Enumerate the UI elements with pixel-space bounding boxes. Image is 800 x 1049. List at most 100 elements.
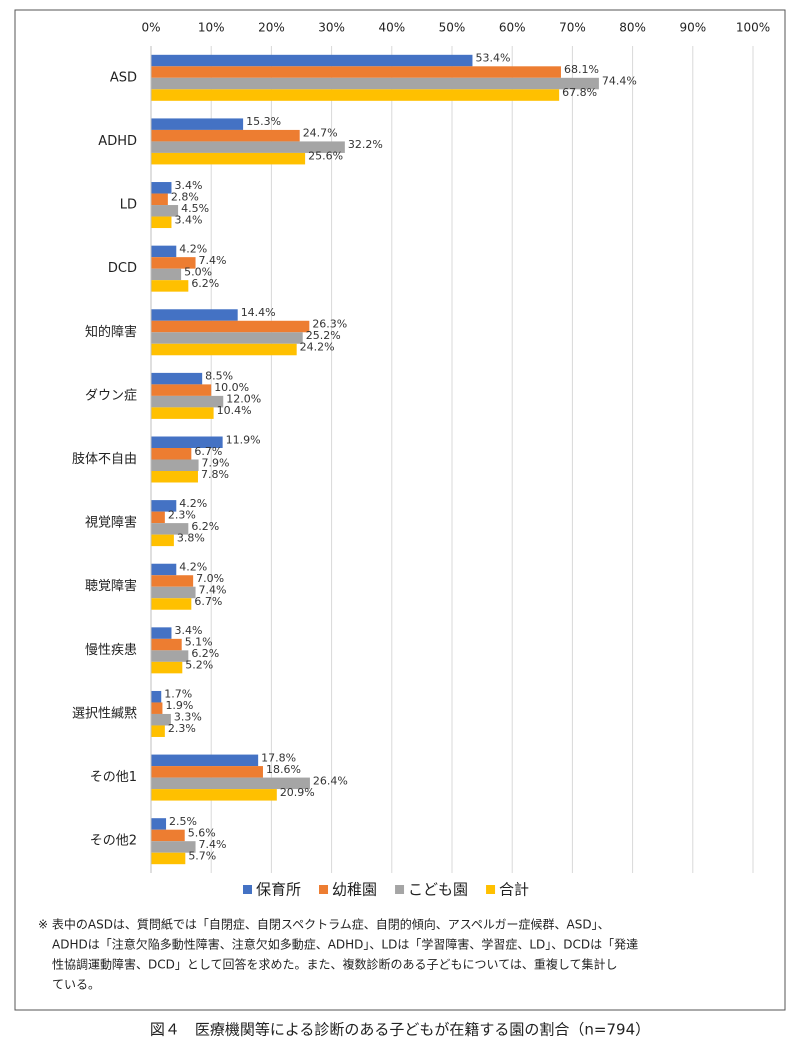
- value-label: 1.9%: [165, 699, 193, 712]
- x-tick-label: 50%: [439, 21, 466, 35]
- value-label: 32.2%: [348, 138, 383, 151]
- y-tick-label: 知的障害: [85, 324, 137, 340]
- value-label: 4.5%: [181, 202, 209, 215]
- bar: [151, 563, 177, 576]
- value-label: 2.8%: [171, 190, 199, 203]
- bar: [151, 54, 473, 67]
- y-tick-label: ADHD: [98, 134, 137, 149]
- y-tick-label: 視覚障害: [85, 515, 137, 531]
- value-label: 3.3%: [174, 711, 202, 724]
- bar: [151, 152, 306, 165]
- bar: [151, 638, 182, 651]
- bar: [151, 690, 162, 703]
- note-line: ※ 表中のASDは、質問紙では「自閉症、自閉スペクトラム症、自閉的傾向、アスペル…: [38, 917, 610, 932]
- y-tick-label: その他2: [90, 834, 137, 849]
- value-label: 3.8%: [177, 531, 205, 544]
- bar: [151, 586, 196, 599]
- value-label: 5.6%: [188, 826, 216, 839]
- x-tick-label: 100%: [736, 21, 770, 35]
- value-label: 53.4%: [475, 52, 510, 65]
- bar: [151, 407, 214, 419]
- legend-label: 幼稚園: [332, 881, 377, 899]
- value-label: 4.2%: [179, 242, 207, 255]
- value-label: 10.0%: [214, 381, 249, 394]
- value-label: 68.1%: [564, 63, 599, 76]
- bar: [151, 141, 345, 153]
- x-tick-label: 40%: [378, 21, 405, 35]
- value-label: 7.4%: [199, 838, 227, 851]
- value-label: 4.2%: [179, 497, 207, 510]
- bar: [151, 395, 224, 408]
- value-label: 7.9%: [202, 456, 230, 469]
- bar: [151, 129, 300, 142]
- value-label: 26.4%: [313, 774, 348, 787]
- y-tick-label: DCD: [108, 261, 137, 276]
- value-label: 11.9%: [226, 433, 261, 446]
- bar: [151, 766, 263, 778]
- bar: [151, 459, 199, 471]
- bar: [151, 436, 223, 448]
- legend-label: 保育所: [256, 881, 301, 899]
- legend-swatch: [486, 885, 496, 894]
- bar: [151, 332, 303, 344]
- bar: [151, 205, 179, 217]
- y-tick-label: ダウン症: [85, 388, 137, 403]
- bar: [151, 841, 196, 853]
- bar: [151, 777, 310, 790]
- bar: [151, 245, 177, 258]
- value-label: 2.3%: [168, 722, 196, 735]
- y-tick-label: その他1: [90, 770, 137, 785]
- value-label: 6.2%: [191, 647, 219, 660]
- value-label: 67.8%: [562, 86, 597, 99]
- bar: [151, 500, 177, 512]
- legend-label: こども園: [408, 881, 468, 899]
- note-line: 性協調運動障害、DCD」として回答を求めた。また、複数診断のある子どもについては…: [52, 957, 618, 972]
- bar: [151, 89, 560, 101]
- x-tick-label: 90%: [679, 21, 706, 35]
- value-label: 74.4%: [602, 75, 637, 88]
- bar: [151, 77, 599, 90]
- bar: [151, 384, 212, 396]
- value-label: 7.4%: [199, 583, 227, 596]
- value-label: 7.0%: [196, 572, 224, 585]
- bar: [151, 182, 172, 194]
- value-label: 8.5%: [205, 370, 233, 383]
- y-tick-label: 選択性緘黙: [72, 706, 137, 721]
- y-tick-label: 聴覚障害: [85, 578, 137, 594]
- bar: [151, 754, 259, 767]
- value-label: 5.1%: [185, 636, 213, 649]
- bar: [151, 118, 244, 130]
- value-label: 18.6%: [266, 763, 301, 776]
- legend-swatch: [243, 885, 252, 894]
- bar: [151, 650, 189, 662]
- x-tick-label: 60%: [499, 21, 526, 35]
- x-tick-label: 30%: [318, 21, 345, 35]
- x-tick-label: 0%: [141, 21, 160, 35]
- value-label: 25.6%: [308, 150, 343, 163]
- value-label: 6.7%: [194, 595, 222, 608]
- bar: [151, 575, 194, 587]
- bar: [151, 829, 185, 842]
- bar: [151, 471, 198, 483]
- bar: [151, 818, 167, 830]
- bar: [151, 320, 310, 333]
- bar: [151, 309, 238, 321]
- y-tick-label: 慢性疾患: [85, 642, 137, 658]
- value-label: 2.3%: [168, 508, 196, 521]
- value-label: 7.4%: [199, 254, 227, 267]
- bar: [151, 343, 297, 356]
- x-tick-label: 20%: [258, 21, 285, 35]
- legend-label: 合計: [499, 881, 529, 899]
- value-label: 3.4%: [174, 213, 202, 226]
- value-label: 6.2%: [191, 277, 219, 290]
- value-label: 6.2%: [191, 520, 219, 533]
- value-label: 24.2%: [300, 341, 335, 354]
- value-label: 4.2%: [179, 560, 207, 573]
- bar: [151, 448, 192, 460]
- bar: [151, 702, 163, 714]
- value-label: 15.3%: [246, 115, 281, 128]
- value-label: 17.8%: [261, 751, 296, 764]
- bar: [151, 193, 168, 206]
- bar: [151, 598, 192, 610]
